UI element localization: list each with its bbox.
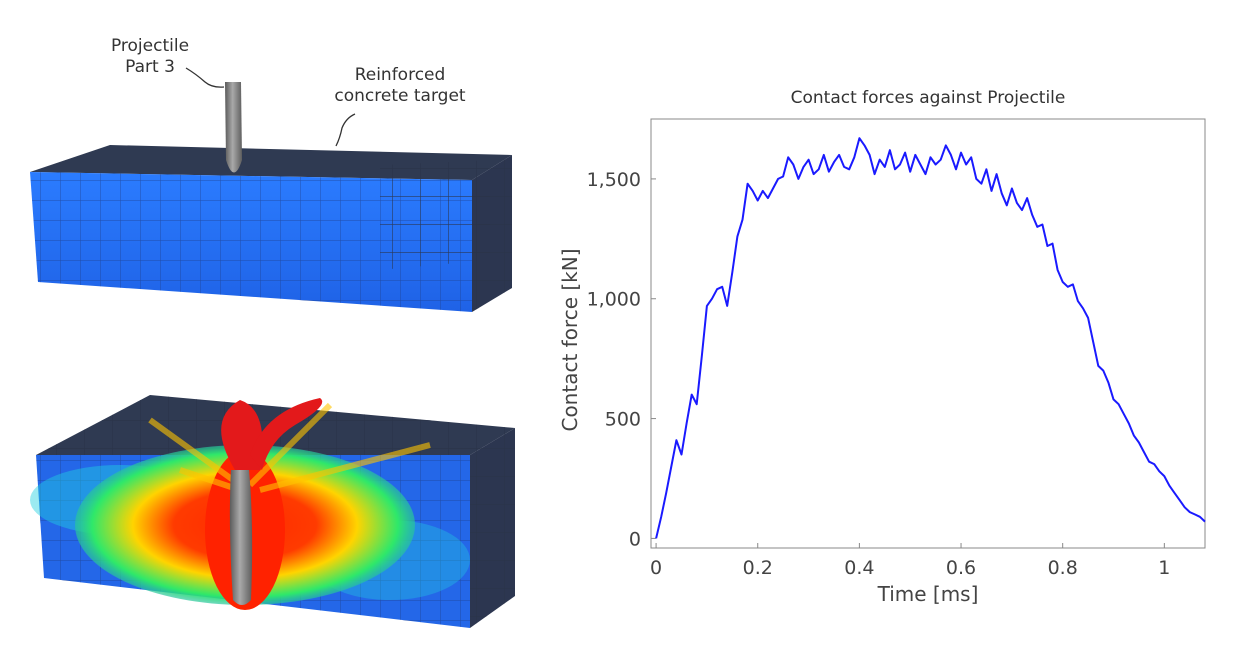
chart-title: Contact forces against Projectile <box>791 88 1066 108</box>
y-tick-label: 1,500 <box>587 169 641 191</box>
x-tick-label: 0.8 <box>1048 557 1078 579</box>
x-tick-label: 0.4 <box>844 557 874 579</box>
y-tick-label: 500 <box>605 409 641 431</box>
x-axis-ticks: 0 0.2 0.4 0.6 0.8 1 <box>650 543 1170 579</box>
x-tick-label: 1 <box>1158 557 1170 579</box>
plot-area-frame <box>650 118 1206 549</box>
target-label-line2: concrete target <box>334 86 465 106</box>
y-axis-ticks: 0 500 1,000 1,500 <box>587 169 656 550</box>
concrete-target-block <box>30 145 512 312</box>
y-tick-label: 0 <box>629 528 641 550</box>
x-tick-label: 0 <box>650 557 662 579</box>
projectile-icon <box>225 82 242 173</box>
y-axis-label: Contact force [kN] <box>558 248 582 431</box>
projectile-label-line1: Projectile <box>111 36 189 56</box>
contact-force-series-line <box>655 137 1206 539</box>
target-label-line1: Reinforced <box>355 65 446 85</box>
target-leader-line <box>335 113 356 147</box>
x-tick-label: 0.2 <box>743 557 773 579</box>
x-axis-label: Time [ms] <box>877 582 979 606</box>
simulation-scene: Projectile Part 3 Reinforced concrete ta… <box>30 36 515 628</box>
projectile-label-line2: Part 3 <box>125 57 175 77</box>
x-tick-label: 0.6 <box>946 557 976 579</box>
y-tick-label: 1,000 <box>587 289 641 311</box>
penetrated-target-block <box>30 395 515 628</box>
projectile-leader-line <box>185 67 225 88</box>
